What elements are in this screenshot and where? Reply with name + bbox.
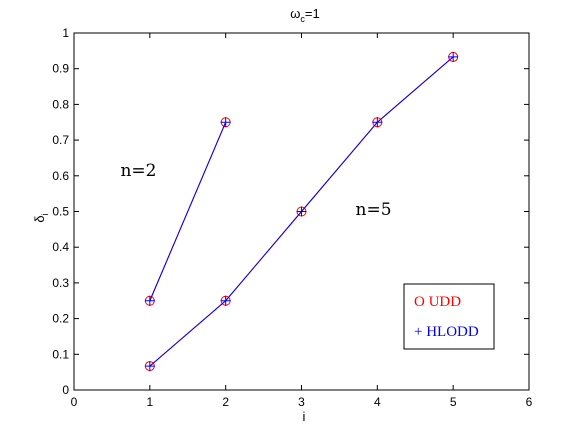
y-tick-label: 0.4 <box>52 240 69 254</box>
y-tick-label: 0.1 <box>52 347 69 361</box>
x-tick-label: 4 <box>374 395 381 409</box>
data-point-hlodd <box>220 117 231 128</box>
data-point-hlodd <box>448 51 459 62</box>
y-tick-label: 0.7 <box>52 133 69 147</box>
legend-box <box>403 283 495 350</box>
data-point-hlodd <box>296 206 307 217</box>
y-axis-label: δi <box>32 213 50 222</box>
x-tick-label: 1 <box>146 395 153 409</box>
y-tick-label: 0.6 <box>52 169 69 183</box>
series-line-hlodd-n2 <box>149 122 227 301</box>
annotation-n-5: n=5 <box>356 200 392 220</box>
x-tick-label: 0 <box>71 395 78 409</box>
x-tick-label: 5 <box>450 395 457 409</box>
y-tick-label: 0.3 <box>52 276 69 290</box>
y-tick-label: 0.9 <box>52 62 69 76</box>
legend: O UDD + HLODD <box>403 283 495 350</box>
y-tick-label: 0.8 <box>52 97 69 111</box>
y-tick-label: 0.2 <box>52 312 69 326</box>
legend-entry-hlodd: + HLODD <box>414 324 479 340</box>
legend-entry-udd: O UDD <box>414 294 461 310</box>
data-point-hlodd <box>372 117 383 128</box>
x-tick-label: 6 <box>526 395 533 409</box>
chart-title: ωc=1 <box>290 6 319 24</box>
data-point-hlodd <box>144 295 155 306</box>
y-tick-label: 0.5 <box>52 205 69 219</box>
annotation-n-2: n=2 <box>120 161 156 181</box>
x-tick-label: 2 <box>222 395 229 409</box>
y-tick-label: 1 <box>62 26 69 40</box>
data-point-hlodd <box>144 361 155 372</box>
data-point-hlodd <box>220 295 231 306</box>
y-tick-label: 0 <box>62 383 69 397</box>
x-axis-label: i <box>303 409 306 424</box>
x-tick-label: 3 <box>298 395 305 409</box>
